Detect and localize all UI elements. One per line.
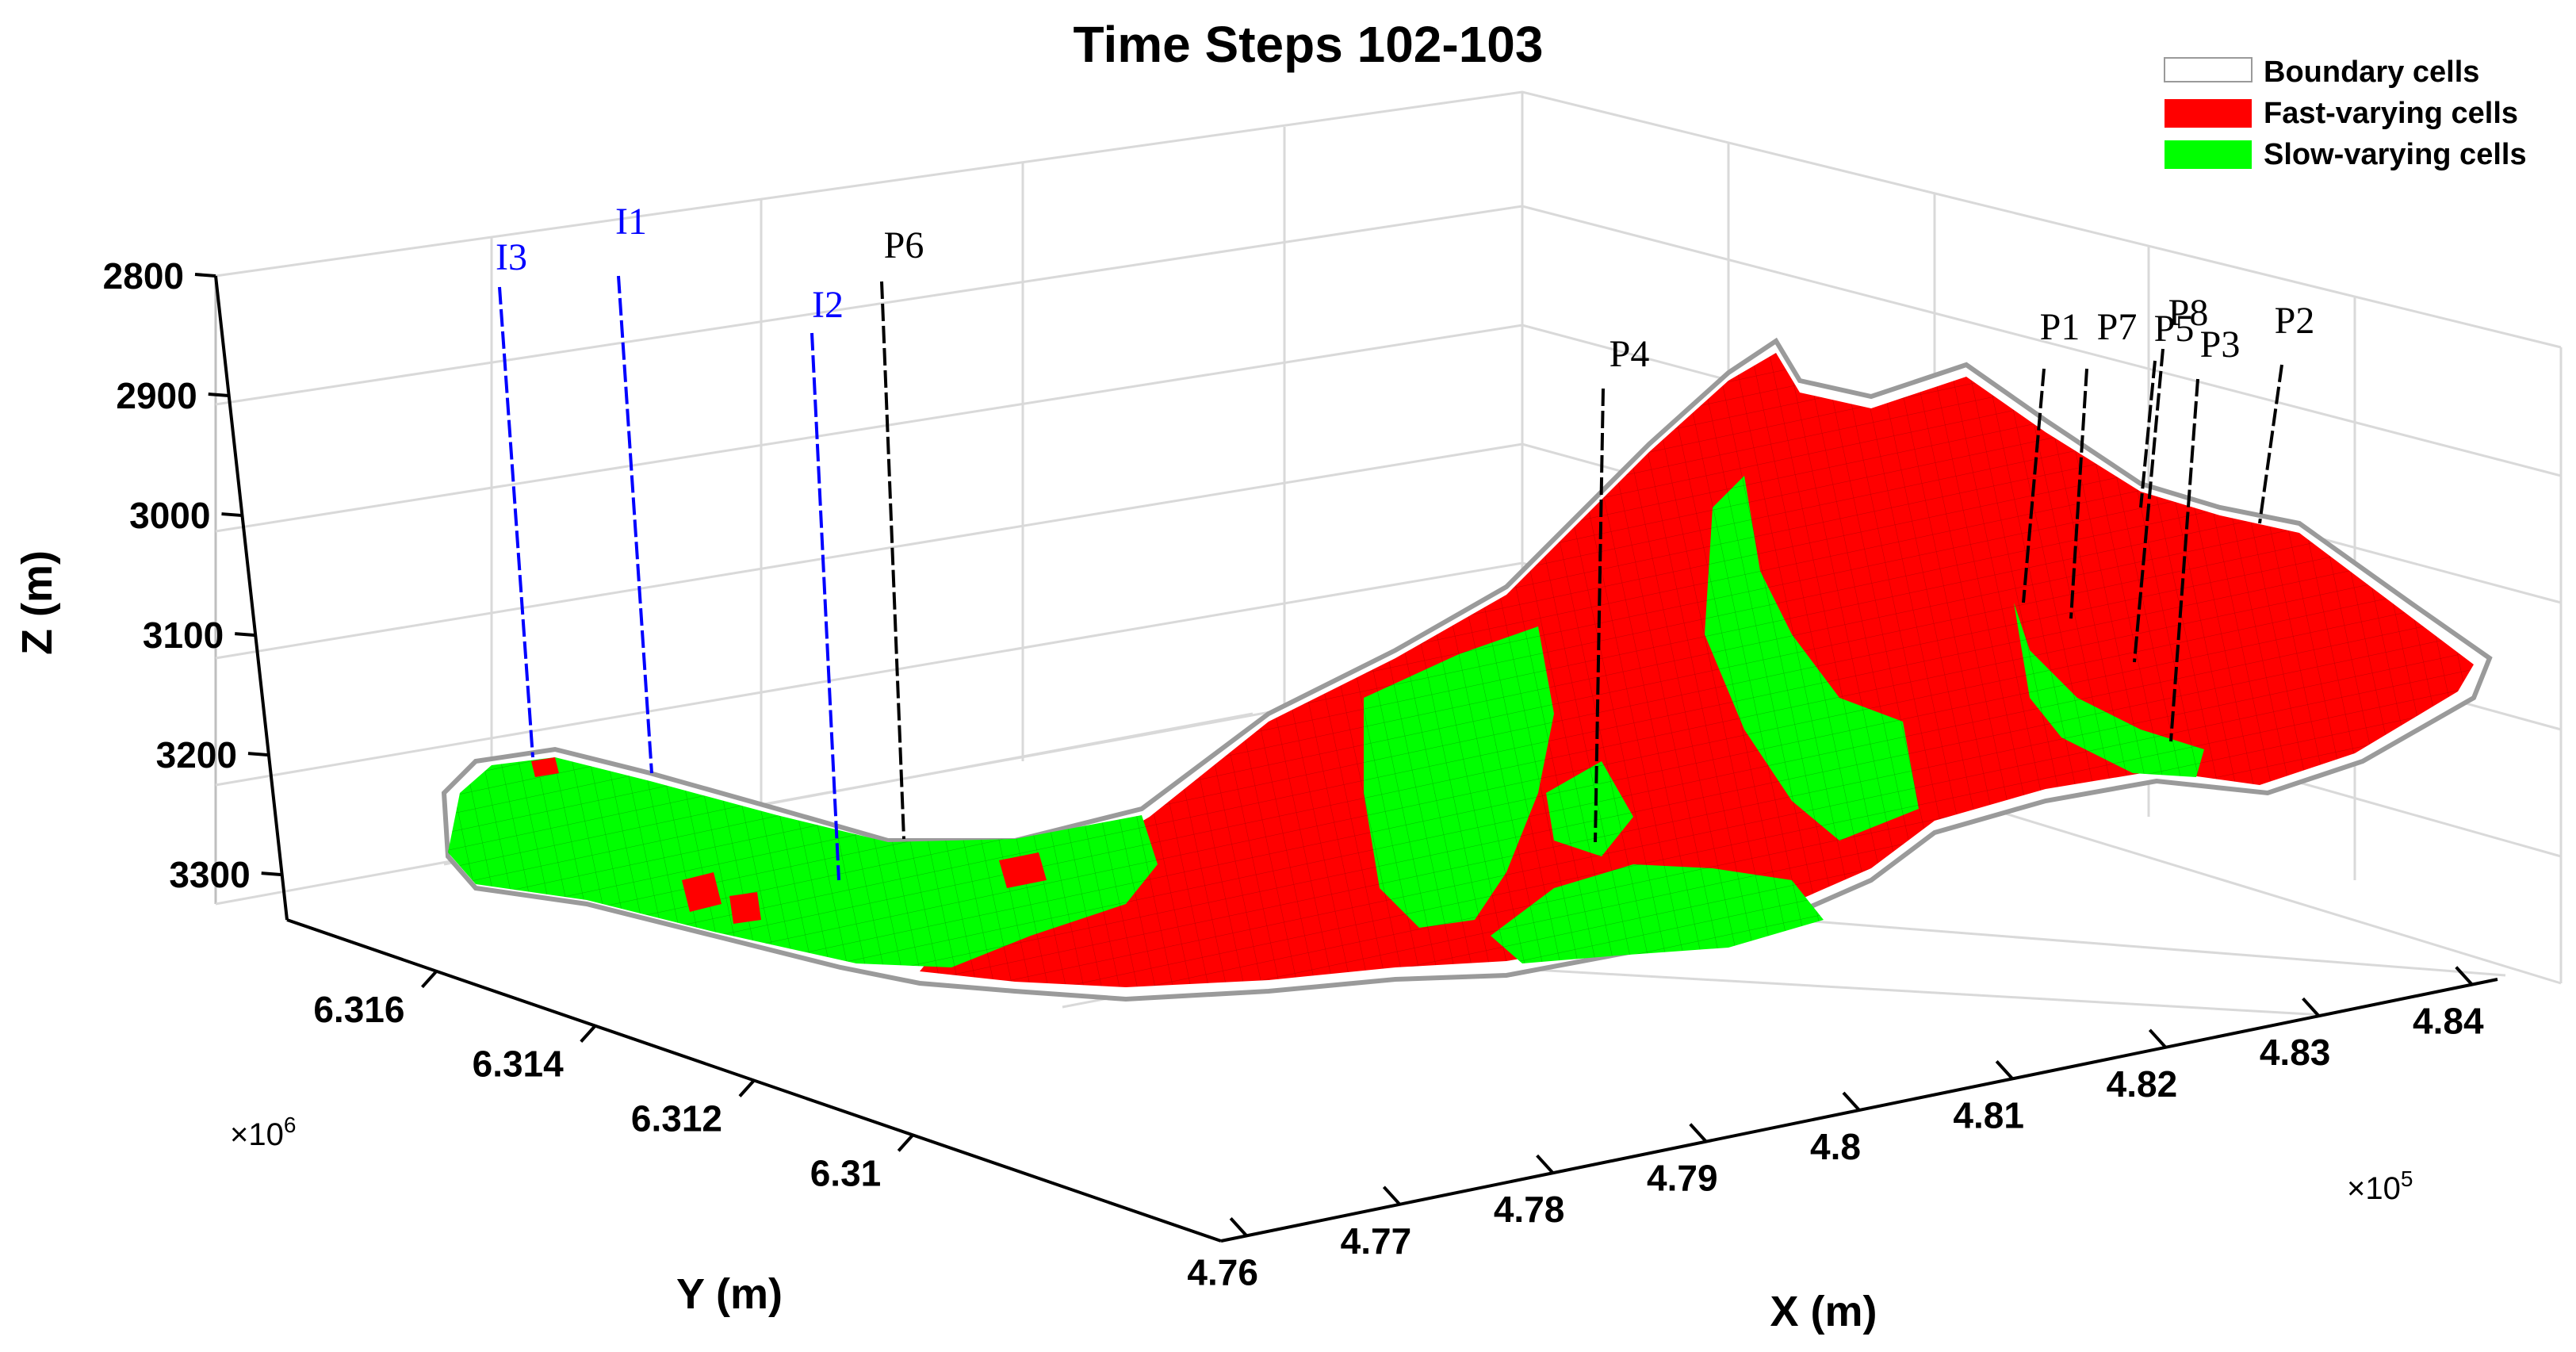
slow-varying-region-tail xyxy=(448,757,1158,967)
well-path-i1 xyxy=(617,275,653,774)
well-label-p3: P3 xyxy=(2200,324,2241,366)
y-tick-label: 6.316 xyxy=(313,989,404,1030)
well-label-i1: I1 xyxy=(615,201,647,243)
z-tick-label: 3200 xyxy=(156,734,237,776)
well-path-p1 xyxy=(2022,368,2046,603)
z-tick-label: 3000 xyxy=(129,495,210,536)
well-label-i2: I2 xyxy=(812,284,844,326)
x-tick xyxy=(1842,1091,1861,1112)
x-tick xyxy=(1229,1217,1248,1237)
well-label-p8: P8 xyxy=(2168,292,2209,334)
y-tick-label: 6.312 xyxy=(631,1098,722,1139)
legend-swatch-slow xyxy=(2165,140,2252,169)
legend-swatch-boundary xyxy=(2164,57,2253,82)
x-axis-label: X (m) xyxy=(1770,1288,1877,1335)
well-label-p2: P2 xyxy=(2275,300,2315,342)
well-label-p7: P7 xyxy=(2097,306,2138,348)
well-label-p6: P6 xyxy=(884,224,924,266)
z-tick xyxy=(194,273,216,278)
fast-varying-patch-tail-2 xyxy=(729,892,761,924)
well-path-p8 xyxy=(2133,348,2165,663)
x-exponent-label: ×105 xyxy=(2347,1166,2413,1206)
y-tick-label: 6.314 xyxy=(473,1044,565,1085)
legend-swatch-fast xyxy=(2165,99,2252,128)
x-tick-label: 4.8 xyxy=(1810,1126,1861,1167)
x-axis: 4.76 4.77 4.78 4.79 4.8 4.81 4.82 4.83 4.84 xyxy=(1187,966,2498,1293)
well-path-p7 xyxy=(2069,368,2088,619)
x-tick-label: 4.77 xyxy=(1341,1220,1412,1262)
x-tick xyxy=(2148,1028,2167,1049)
x-tick-label: 4.83 xyxy=(2260,1032,2331,1073)
z-axis-label: Z (m) xyxy=(13,550,61,655)
well-path-p3 xyxy=(2169,378,2199,742)
fast-varying-patch-tail-1 xyxy=(682,872,722,912)
x-tick xyxy=(1382,1185,1401,1206)
chart-title: Time Steps 102-103 xyxy=(1074,16,1544,73)
fast-varying-patch-tail-4 xyxy=(999,852,1047,888)
x-tick-label: 4.81 xyxy=(1953,1094,2024,1136)
x-tick-label: 4.82 xyxy=(2107,1063,2178,1105)
x-tick-label: 4.79 xyxy=(1647,1158,1718,1199)
slow-varying-patch-2 xyxy=(1705,476,1919,841)
well-path-p2 xyxy=(2258,364,2283,524)
slow-varying-patch-3 xyxy=(1491,864,1824,963)
fast-varying-region-main xyxy=(920,353,2474,987)
well-path-p6 xyxy=(880,281,905,840)
well-label-p5: P5 xyxy=(2154,308,2195,350)
slow-varying-patch-5 xyxy=(1546,761,1633,856)
y-axis: 6.31 6.312 6.314 6.316 xyxy=(286,918,1222,1243)
well-path-i3 xyxy=(498,286,534,758)
x-tick xyxy=(1536,1154,1555,1174)
well-path-p4 xyxy=(1594,388,1605,843)
x-tick-label: 4.76 xyxy=(1187,1251,1258,1293)
slow-varying-patch-1 xyxy=(1364,626,1554,928)
legend-label: Fast-varying cells xyxy=(2264,97,2518,130)
well-path-i2 xyxy=(810,332,840,881)
fast-varying-patch-tail-3 xyxy=(531,757,559,777)
y-tick xyxy=(580,1025,597,1043)
z-tick xyxy=(221,512,243,518)
x-tick-label: 4.78 xyxy=(1494,1189,1565,1230)
legend-label: Boundary cells xyxy=(2264,56,2479,89)
legend: Boundary cells Fast-varying cells Slow-var… xyxy=(2164,56,2527,171)
z-tick xyxy=(261,871,282,877)
y-tick-label: 6.31 xyxy=(810,1152,882,1193)
y-tick xyxy=(738,1079,756,1097)
legend-label: Slow-varying cells xyxy=(2264,138,2527,171)
well-label-i3: I3 xyxy=(496,236,527,278)
x-tick-label: 4.84 xyxy=(2413,1001,2484,1042)
y-exponent-label: ×106 xyxy=(230,1113,296,1152)
z-tick xyxy=(235,632,256,638)
x-tick xyxy=(1995,1060,2014,1080)
z-tick xyxy=(208,393,229,398)
z-tick-label: 2900 xyxy=(116,375,197,416)
z-tick-label: 3300 xyxy=(169,854,250,895)
slow-varying-patch-4 xyxy=(2014,603,2204,777)
x-tick xyxy=(1689,1123,1708,1143)
x-tick xyxy=(2455,966,2474,986)
z-tick xyxy=(247,752,270,757)
z-axis: 2800 2900 3000 3100 3200 3300 xyxy=(103,255,289,921)
x-tick xyxy=(2302,997,2321,1017)
reservoir-surface xyxy=(441,337,2493,1002)
well-label-p4: P4 xyxy=(1610,333,1650,375)
y-tick xyxy=(420,970,438,989)
well-path-p5 xyxy=(2139,360,2157,508)
z-tick-label: 2800 xyxy=(103,255,184,297)
well-label-p1: P1 xyxy=(2040,306,2080,348)
y-axis-label: Y (m) xyxy=(676,1270,783,1318)
y-tick xyxy=(897,1134,914,1152)
z-tick-label: 3100 xyxy=(143,615,224,656)
